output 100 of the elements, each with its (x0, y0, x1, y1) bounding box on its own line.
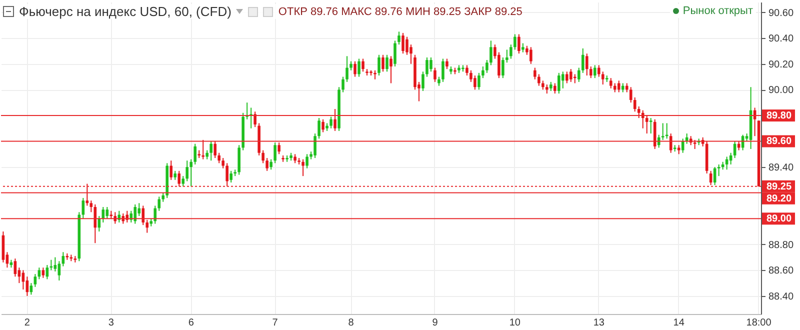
candlestick (554, 82, 556, 94)
candlestick (474, 74, 476, 90)
candlestick (334, 108, 336, 132)
candlestick (318, 118, 320, 140)
y-tick-label: 90.40 (768, 34, 794, 45)
candlestick (426, 56, 428, 78)
candlestick (206, 150, 208, 160)
candlestick (146, 219, 149, 234)
x-tick-label: 7 (272, 318, 278, 328)
candlestick (625, 82, 628, 93)
candlestick (314, 133, 316, 158)
chart-title: Фьючерс на индекс USD, 60, (CFD) (19, 4, 232, 19)
candlestick (390, 56, 392, 84)
candlestick (386, 54, 388, 72)
candlestick (90, 200, 93, 213)
candlestick (134, 204, 137, 224)
candlestick (222, 158, 224, 169)
candlestick (534, 67, 536, 80)
x-tick-label: 3 (108, 318, 114, 328)
candlestick (382, 54, 384, 72)
candlestick (613, 82, 616, 93)
candlestick (661, 122, 664, 140)
candlestick (585, 53, 588, 76)
candlestick (601, 71, 604, 86)
ref-line-label: 89.20 (766, 193, 792, 204)
candlestick (58, 260, 61, 281)
candlestick (538, 74, 540, 86)
candlestick (466, 64, 468, 76)
candlestick (406, 36, 408, 56)
candlestick (210, 140, 212, 162)
candlestick (190, 158, 192, 187)
candlestick (194, 143, 196, 165)
candlestick (581, 48, 584, 74)
ref-line-label: 89.80 (766, 110, 792, 122)
candlestick (362, 58, 364, 72)
x-tick-label: 8 (348, 318, 354, 328)
candlestick (434, 67, 436, 82)
candlestick (302, 158, 304, 177)
candlestick (542, 80, 544, 90)
candlestick (430, 56, 432, 72)
candlestick (186, 160, 188, 182)
candlestick (633, 96, 636, 112)
candlestick (182, 176, 185, 187)
candlestick (346, 56, 348, 82)
candlestick (617, 80, 620, 93)
x-tick-label: 6 (188, 318, 194, 328)
candlestick (42, 267, 45, 278)
candlestick (178, 170, 181, 187)
candlestick (621, 82, 624, 93)
candlestick (422, 71, 424, 92)
candlestick (398, 31, 400, 46)
candlestick (506, 49, 508, 64)
candlestick (546, 84, 548, 94)
y-tick-label: 90.60 (768, 8, 794, 19)
candlestick (266, 158, 268, 172)
candlestick (214, 140, 216, 158)
x-tick-label: 13 (593, 318, 605, 328)
candlestick (34, 274, 37, 288)
candlestick (98, 216, 101, 232)
candlestick (322, 118, 324, 133)
x-tick-label: 14 (673, 318, 685, 328)
annotation: ОТКР 89.76 МАКС 89.76 МИН 89.25 ЗАКР 89.25 (278, 6, 522, 18)
ref-line-label: 89.00 (766, 214, 792, 225)
annotation: Рынок открыт (682, 5, 753, 17)
candlestick (510, 44, 512, 60)
candlestick (717, 164, 720, 177)
candlestick (514, 34, 516, 50)
candlestick (597, 64, 600, 78)
x-tick-label: 10 (509, 318, 521, 328)
y-tick-label: 90.20 (768, 59, 794, 70)
y-tick-label: 88.80 (768, 240, 794, 251)
candlestick (138, 202, 141, 217)
candlestick (589, 66, 592, 79)
candlestick (54, 256, 57, 272)
candlestick (438, 76, 440, 86)
y-tick-label: 89.40 (768, 162, 794, 174)
candlestick (394, 40, 396, 67)
candlestick (482, 66, 484, 79)
candlestick (550, 81, 552, 92)
candlestick (570, 68, 572, 82)
candlestick (442, 58, 444, 82)
candlestick (378, 54, 380, 76)
candlestick (629, 86, 632, 104)
candlestick (30, 282, 33, 296)
candlestick (490, 40, 492, 66)
candlestick (14, 258, 17, 278)
ref-line-label: 89.25 (766, 181, 792, 192)
candlestick (154, 205, 157, 224)
candlestick (593, 64, 596, 79)
candlestick (446, 58, 448, 70)
candlestick (358, 58, 360, 78)
candlestick (254, 111, 256, 128)
candlestick (102, 206, 105, 223)
ref-line-label: 89.60 (766, 136, 792, 148)
candlestick (562, 71, 564, 89)
x-tick-label: 9 (432, 318, 438, 328)
candlestick (170, 160, 173, 180)
candlestick (577, 67, 580, 82)
candlestick (278, 142, 280, 155)
candlestick (486, 60, 488, 74)
